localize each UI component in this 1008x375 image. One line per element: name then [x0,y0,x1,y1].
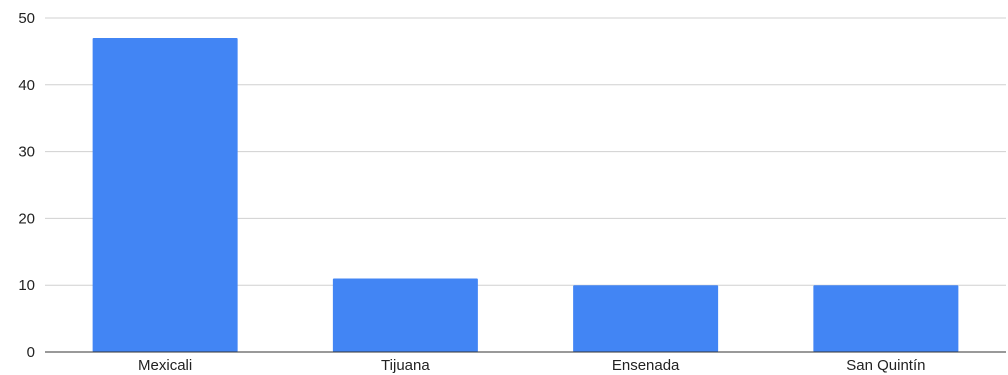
x-tick-labels: Mexicali Tijuana Ensenada San Quintín [138,357,925,374]
x-tick-label: Tijuana [381,357,430,374]
y-tick-label: 40 [18,77,35,94]
bar-san-quint-n [813,285,959,352]
x-tick-label: San Quintín [846,357,925,374]
bar-tijuana [332,278,478,352]
y-tick-label: 30 [18,144,35,161]
bars [92,38,959,352]
bar-mexicali [92,38,238,352]
y-tick-labels: 0 10 20 30 40 50 [18,10,35,361]
x-tick-label: Ensenada [612,357,680,374]
bar-ensenada [573,285,719,352]
y-tick-label: 20 [18,210,35,227]
y-tick-label: 10 [18,277,35,294]
x-tick-label: Mexicali [138,357,192,374]
y-tick-label: 0 [27,344,35,361]
y-tick-label: 50 [18,10,35,27]
